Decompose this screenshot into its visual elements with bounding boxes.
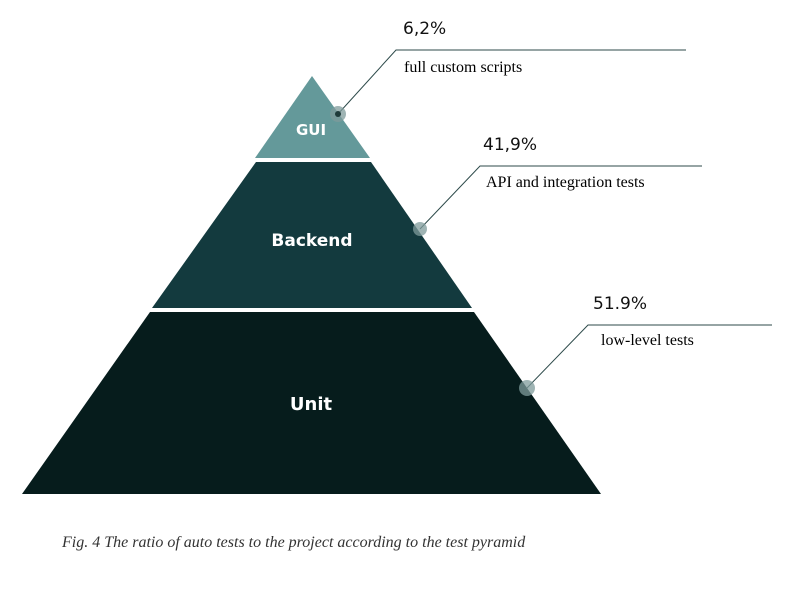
tier-label-backend: Backend	[271, 231, 352, 251]
description-label-gui: full custom scripts	[404, 59, 522, 76]
pyramid-tier-backend	[152, 162, 472, 308]
marker-halo-unit	[519, 380, 535, 396]
tier-label-gui: GUI	[296, 121, 326, 139]
leader-line-gui	[337, 49, 686, 115]
callout-backend: 41,9% API and integration tests	[413, 135, 702, 236]
callout-unit: 51.9% low-level tests	[519, 294, 772, 396]
callout-gui: 6,2% full custom scripts	[330, 19, 686, 122]
pyramid-tier-unit	[22, 312, 601, 494]
leader-line-unit	[526, 324, 772, 389]
percent-label-gui: 6,2%	[403, 19, 446, 39]
tier-label-unit: Unit	[290, 394, 333, 415]
pyramid-tier-gui	[255, 76, 370, 158]
description-label-unit: low-level tests	[601, 332, 694, 349]
percent-label-backend: 41,9%	[483, 135, 537, 155]
leader-line-backend	[419, 165, 702, 230]
figure-caption: Fig. 4 The ratio of auto tests to the pr…	[62, 534, 526, 551]
marker-dot-gui	[335, 111, 341, 117]
percent-label-unit: 51.9%	[593, 294, 647, 314]
marker-halo-backend	[413, 222, 427, 236]
description-label-backend: API and integration tests	[486, 174, 645, 191]
